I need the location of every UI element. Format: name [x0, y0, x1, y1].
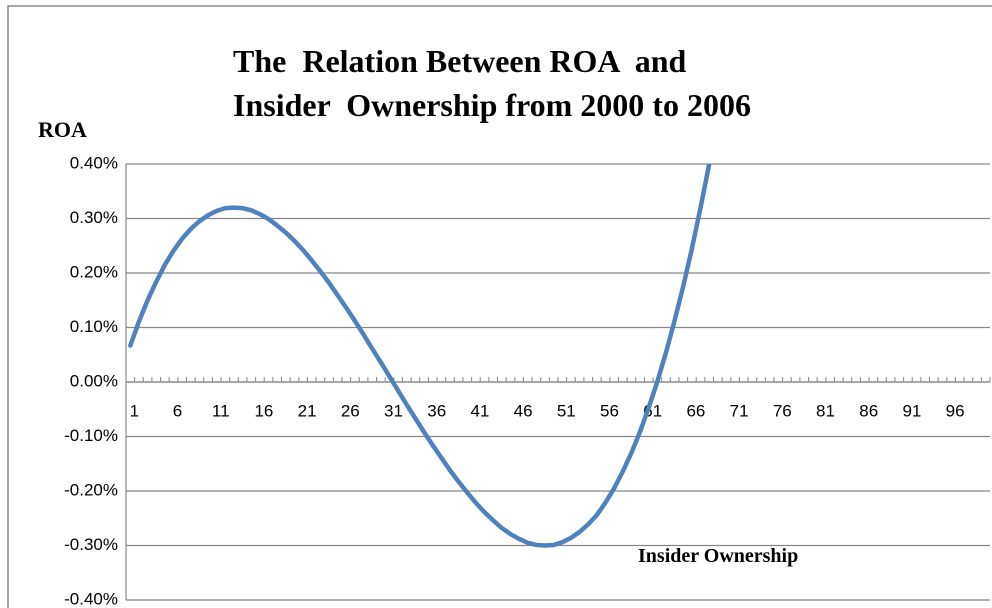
y-tick-label: -0.10% [64, 426, 118, 445]
plot-area: -0.40% -0.30% -0.20% -0.10% 0.00% 0.10% 0.20% 0… [64, 153, 991, 608]
chart-title: Insider Ownership from 2000 to 2006 [233, 87, 751, 123]
y-tick-label: 0.30% [70, 208, 118, 227]
x-tick-label: 21 [298, 401, 317, 420]
x-tick-label: 71 [730, 401, 749, 420]
x-tick-label: 46 [514, 401, 533, 420]
chart-border [7, 5, 992, 608]
x-tick-label: 66 [686, 401, 705, 420]
x-tick-label: 31 [384, 401, 403, 420]
x-tick-label: 76 [773, 401, 792, 420]
x-axis-ticks [125, 377, 991, 382]
x-tick-label: 86 [859, 401, 878, 420]
y-tick-label: -0.20% [64, 480, 118, 499]
x-axis-title: Insider Ownership [638, 545, 798, 567]
x-tick-label: 91 [902, 401, 921, 420]
x-tick-label: 26 [341, 401, 360, 420]
line-series [128, 164, 712, 548]
x-tick-label: 81 [816, 401, 835, 420]
chart-title: The Relation Between ROA and [233, 43, 687, 79]
y-axis-title: ROA [38, 117, 87, 142]
x-tick-label: 6 [173, 401, 182, 420]
x-tick-label: 51 [557, 401, 576, 420]
x-tick-label: 56 [600, 401, 619, 420]
y-tick-label: -0.30% [64, 535, 118, 554]
y-tick-label: 0.00% [70, 371, 118, 390]
x-tick-label: 41 [470, 401, 489, 420]
y-tick-label: 0.10% [70, 317, 118, 336]
x-tick-label: 16 [254, 401, 273, 420]
y-tick-label: -0.40% [64, 589, 118, 608]
y-tick-label: 0.40% [70, 153, 118, 172]
y-tick-label: 0.20% [70, 262, 118, 281]
x-tick-label: 96 [946, 401, 965, 420]
x-tick-label: 36 [427, 401, 446, 420]
x-tick-label: 1 [130, 401, 139, 420]
x-tick-label: 11 [212, 401, 230, 420]
